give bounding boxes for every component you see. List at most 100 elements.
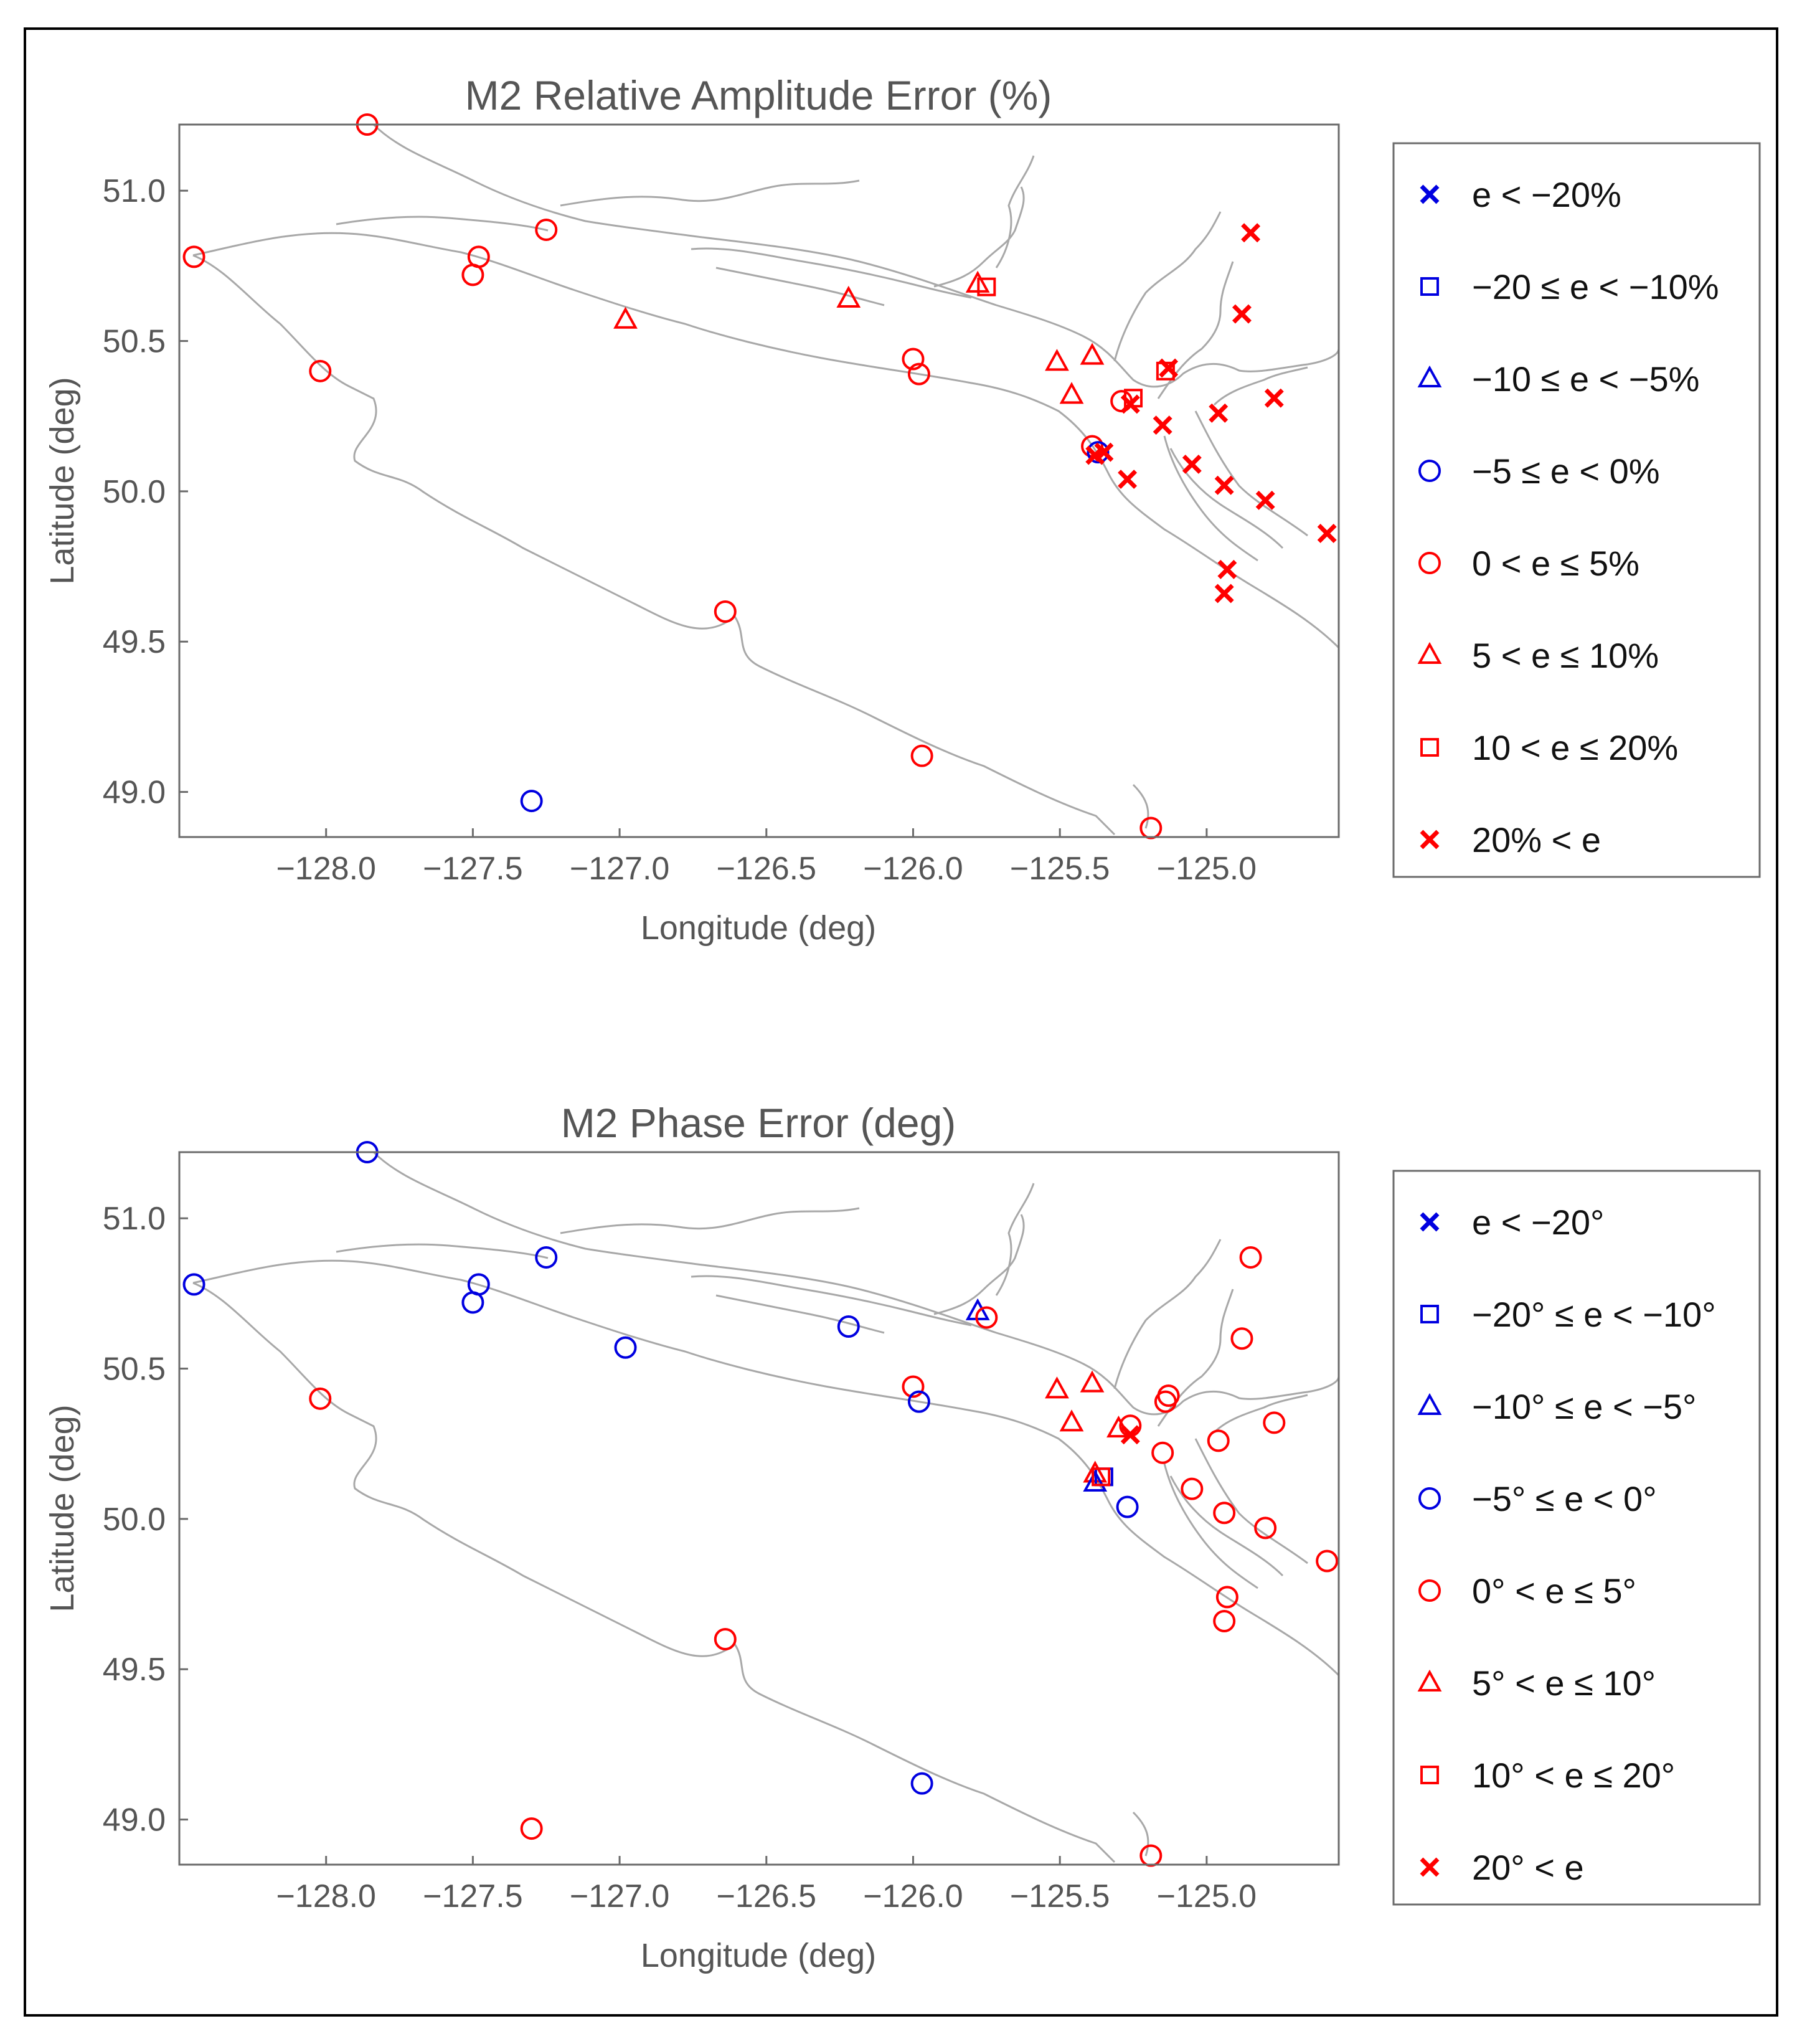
data-point-x: [1120, 394, 1140, 414]
legend-label: 20° < e: [1472, 1848, 1584, 1887]
data-point-circle: [182, 245, 205, 268]
legend-label: e < −20°: [1472, 1203, 1604, 1242]
legend-marker-x: [1420, 1212, 1440, 1232]
legend-item: 20% < e: [1420, 820, 1601, 859]
x-tick-label: −125.5: [1010, 851, 1110, 887]
x-tick-label: −127.0: [570, 851, 670, 887]
legend-marker-x: [1420, 1857, 1440, 1877]
legend-label: −10° ≤ e < −5°: [1472, 1387, 1696, 1426]
x-tick-label: −127.5: [423, 1878, 523, 1914]
legend-label: 20% < e: [1472, 820, 1601, 859]
legend: e < −20% −20 ≤ e < −10% −10 ≤ e < −5% −5 ≤ …: [1417, 175, 1719, 859]
data-point-square: [977, 277, 996, 296]
data-point-x: [1317, 523, 1337, 543]
data-point-triangle: [1083, 1469, 1108, 1492]
data-point-circle: [714, 1627, 737, 1650]
y-tick-label: 49.5: [103, 624, 166, 660]
data-point-x: [1217, 559, 1237, 579]
legend-marker-circle: [1418, 1487, 1441, 1510]
plot-area: [178, 1151, 1340, 1866]
data-point-circle: [1215, 1586, 1238, 1609]
x-tick-label: −126.5: [717, 1878, 817, 1914]
data-point-circle: [1263, 1411, 1286, 1434]
legend-marker-square: [1420, 1766, 1439, 1784]
x-tick-label: −125.0: [1157, 851, 1257, 887]
data-point-triangle: [1059, 382, 1084, 404]
legend-item: e < −20%: [1420, 175, 1621, 214]
data-point-x: [1241, 223, 1261, 243]
x-tick-label: −126.0: [863, 851, 963, 887]
data-point-circle: [907, 1390, 930, 1413]
x-tick-label: −126.0: [863, 1878, 963, 1914]
data-point-square: [1092, 1467, 1111, 1487]
legend-marker-circle: [1418, 1579, 1441, 1602]
y-tick-label: 51.0: [103, 173, 166, 209]
data-point-circle: [1213, 1610, 1236, 1633]
plot-points: [182, 1141, 1339, 1867]
legend-label: e < −20%: [1472, 175, 1621, 214]
legend-marker-square: [1420, 1305, 1439, 1323]
data-point-circle: [907, 362, 930, 386]
data-point-x: [1094, 442, 1114, 462]
legend-item: 10° < e ≤ 20°: [1420, 1756, 1675, 1795]
coastline: [192, 123, 1340, 836]
y-tick-label: 50.5: [103, 1351, 166, 1388]
data-point-circle: [614, 1336, 637, 1359]
legend-marker-triangle: [1417, 641, 1442, 664]
legend-marker-x: [1420, 184, 1440, 204]
y-axis-ticks: 49.0 49.5 50.0 50.5 51.0: [103, 173, 188, 811]
data-point-x: [1182, 454, 1202, 474]
legend-marker-x: [1420, 830, 1440, 849]
data-point-circle: [309, 359, 332, 382]
data-point-triangle: [1080, 343, 1105, 365]
data-point-triangle: [613, 306, 638, 329]
y-axis-ticks: 49.0 49.5 50.0 50.5 51.0: [103, 1201, 188, 1838]
data-point-triangle: [1059, 1409, 1084, 1432]
panel-phase: M2 Phase Error (deg) −128.0 −127.5 −127.0−…: [44, 1100, 1761, 1974]
y-axis-label: Latitude (deg): [44, 377, 81, 584]
x-tick-label: −125.5: [1010, 1878, 1110, 1914]
legend-label: −20° ≤ e < −10°: [1472, 1295, 1716, 1334]
data-point-circle: [467, 1273, 490, 1296]
data-point-x: [1118, 470, 1138, 490]
y-axis-label: Latitude (deg): [44, 1404, 81, 1612]
figure-frame: [24, 27, 1778, 2017]
y-tick-label: 51.0: [103, 1201, 166, 1237]
data-point-triangle: [1080, 1370, 1105, 1393]
data-point-triangle: [1045, 1376, 1069, 1399]
legend-marker-square: [1420, 277, 1439, 296]
legend-box: [1392, 142, 1761, 878]
data-point-circle: [535, 1246, 558, 1269]
data-point-circle: [1157, 1384, 1180, 1407]
legend-label: 10 < e ≤ 20%: [1472, 728, 1678, 767]
data-point-circle: [902, 348, 925, 371]
legend-marker-triangle: [1417, 365, 1442, 387]
legend-marker-triangle: [1417, 1393, 1442, 1415]
data-point-circle: [535, 218, 558, 241]
coastline: [192, 1151, 1340, 1863]
x-tick-label: −126.5: [717, 851, 817, 887]
data-point-circle: [1316, 1550, 1339, 1573]
x-axis-ticks: −128.0 −127.5 −127.0 −126.5 −126.0 −125.5 −125…: [276, 828, 1257, 887]
legend-item: 10 < e ≤ 20%: [1420, 728, 1678, 767]
data-point-x: [1255, 490, 1275, 510]
data-point-circle: [902, 1375, 925, 1398]
legend-label: 5 < e ≤ 10%: [1472, 636, 1659, 675]
data-point-circle: [1151, 1441, 1174, 1464]
legend-item: −20 ≤ e < −10%: [1420, 267, 1719, 306]
legend-label: −10 ≤ e < −5%: [1472, 359, 1699, 399]
x-tick-label: −127.0: [570, 1878, 670, 1914]
legend-label: 5° < e ≤ 10°: [1472, 1663, 1656, 1703]
data-point-x: [1232, 304, 1252, 324]
legend-item: 5 < e ≤ 10%: [1417, 636, 1659, 675]
data-point-circle: [1087, 441, 1110, 464]
legend-item: −10° ≤ e < −5°: [1417, 1387, 1696, 1426]
x-tick-label: −125.0: [1157, 1878, 1257, 1914]
legend-item: 20° < e: [1420, 1848, 1584, 1887]
y-tick-label: 50.0: [103, 1502, 166, 1538]
data-point-circle: [520, 790, 543, 813]
data-point-x: [1159, 358, 1179, 378]
x-axis-ticks: −128.0 −127.5 −127.0 −126.5 −126.0 −125.5 −125…: [276, 1856, 1257, 1914]
data-point-circle: [1230, 1327, 1253, 1350]
